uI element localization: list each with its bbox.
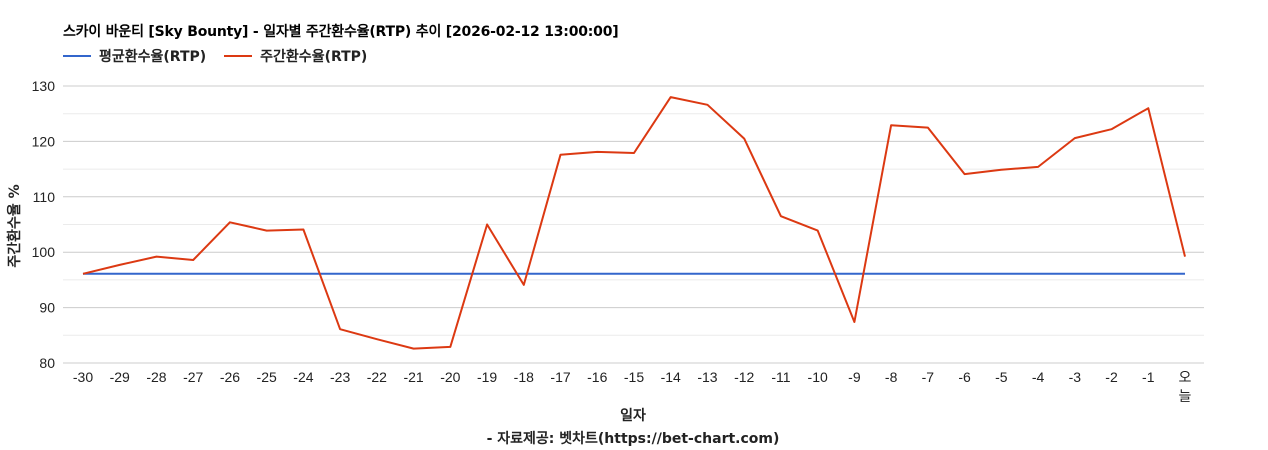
data-source-credit: - 자료제공: 벳차트(https://bet-chart.com): [486, 431, 780, 447]
x-axis-title: 일자: [620, 408, 646, 424]
legend-item-weekly[interactable]: 주간환수율(RTP): [224, 46, 367, 66]
legend-item-average[interactable]: 평균환수율(RTP): [63, 46, 206, 66]
chart-title: 스카이 바운티 [Sky Bounty] - 일자별 주간환수율(RTP) 추이…: [63, 24, 619, 40]
x-tick-label: 늘: [1179, 389, 1192, 405]
legend-swatch-weekly-icon: [224, 55, 253, 57]
x-tick-label: 오: [1179, 370, 1192, 386]
x-tick-label: -1: [1142, 369, 1155, 385]
legend-swatch-average-icon: [63, 55, 91, 57]
y-tick-label: 90: [39, 300, 55, 316]
legend: 평균환수율(RTP) 주간환수율(RTP): [63, 46, 367, 66]
x-tick-label: -20: [440, 369, 460, 385]
y-tick-label: 120: [32, 133, 56, 149]
x-tick-label: -18: [514, 369, 534, 385]
y-tick-label: 110: [33, 189, 56, 205]
x-tick-label: -3: [1069, 369, 1082, 385]
y-tick-label: 100: [32, 244, 56, 260]
y-axis-title: 주간환수율 %: [7, 184, 23, 268]
x-tick-label: -27: [183, 369, 203, 385]
x-tick-label: -10: [808, 369, 828, 385]
x-tick-label: -22: [367, 369, 387, 385]
x-tick-label: -2: [1105, 369, 1118, 385]
x-tick-label: -30: [73, 369, 93, 385]
x-tick-label: -15: [624, 369, 644, 385]
x-tick-label: -9: [848, 369, 861, 385]
y-tick-label: 130: [32, 78, 56, 94]
x-tick-label: -12: [734, 369, 754, 385]
x-tick-label: -8: [885, 369, 898, 385]
x-tick-label: -11: [771, 369, 790, 385]
x-tick-label: -4: [1032, 369, 1045, 385]
x-tick-label: -25: [257, 369, 277, 385]
gridlines: [63, 85, 1204, 364]
x-tick-label: -24: [293, 369, 313, 385]
x-tick-label: -13: [697, 369, 717, 385]
x-tick-label: -16: [587, 369, 607, 385]
x-tick-label: -23: [330, 369, 350, 385]
x-tick-label: -17: [550, 369, 570, 385]
x-tick-label: -14: [661, 369, 681, 385]
y-axis-ticks: 80 90 100 110 120 130: [32, 78, 56, 371]
x-tick-label: -7: [922, 369, 935, 385]
x-tick-label: -26: [220, 369, 240, 385]
data-series: [82, 96, 1186, 350]
x-axis-ticks: -30 -29 -28 -27 -26 -25 -24 -23 -22 -21 -20 -19 -18-…: [73, 369, 1192, 405]
x-tick-label: -21: [403, 369, 423, 385]
x-tick-label: -19: [477, 369, 497, 385]
x-tick-label: -6: [958, 369, 971, 385]
y-tick-label: 80: [39, 355, 55, 371]
weekly-rtp-line[interactable]: [82, 96, 1186, 350]
x-tick-label: -5: [995, 369, 1008, 385]
x-tick-label: -28: [146, 369, 166, 385]
x-tick-label: -29: [110, 369, 130, 385]
legend-label-weekly: 주간환수율(RTP): [260, 49, 368, 65]
legend-label-average: 평균환수율(RTP): [99, 49, 207, 65]
